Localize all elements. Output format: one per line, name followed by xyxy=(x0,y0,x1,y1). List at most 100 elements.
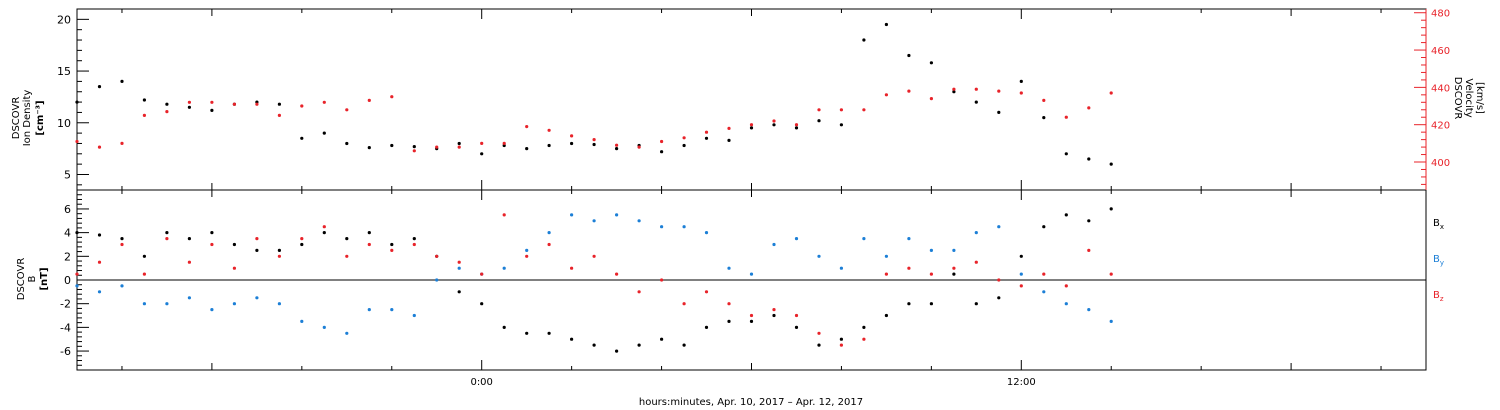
bottom-point xyxy=(974,231,978,235)
bottom-point xyxy=(345,237,349,241)
bottom-point xyxy=(660,278,664,282)
bottom-point xyxy=(187,296,191,300)
top-series-ion-density xyxy=(75,22,1113,166)
top-point xyxy=(839,108,844,112)
bottom-point xyxy=(300,319,304,323)
bottom-point xyxy=(1064,213,1068,217)
bottom-point xyxy=(165,237,169,241)
top-point xyxy=(525,125,529,129)
bottom-point xyxy=(97,290,102,294)
top-left-ytick-label: 10 xyxy=(57,117,71,130)
bottom-point xyxy=(502,266,506,270)
top-point xyxy=(704,130,709,134)
bottom-point xyxy=(794,325,799,329)
bottom-ylabel-line-2: B xyxy=(27,275,38,282)
bottom-xtick-label: 12:00 xyxy=(1007,377,1036,388)
bottom-point xyxy=(704,325,709,329)
top-point xyxy=(547,128,551,132)
bottom-point xyxy=(322,325,326,329)
top-point xyxy=(547,143,551,148)
bottom-point xyxy=(570,213,574,217)
top-point xyxy=(682,136,686,140)
top-point xyxy=(322,100,326,104)
bottom-xtick-label: 0:00 xyxy=(470,377,492,388)
bottom-point xyxy=(165,302,169,306)
bottom-point xyxy=(660,337,664,341)
bottom-point xyxy=(817,331,821,335)
bottom-point xyxy=(839,337,844,341)
top-y2label-line-2: Velocity xyxy=(1463,78,1474,117)
bottom-point xyxy=(682,302,686,306)
x-axis-label: hours:minutes, Apr. 10, 2017 – Apr. 12, … xyxy=(639,397,863,408)
bottom-point xyxy=(570,337,574,341)
top-point xyxy=(907,89,911,93)
bottom-point xyxy=(457,260,461,264)
bottom-point xyxy=(1064,302,1068,306)
legend-bx-base: B xyxy=(1433,218,1440,229)
bottom-point xyxy=(367,242,371,247)
bottom-point xyxy=(772,308,776,312)
bottom-point xyxy=(390,308,394,312)
top-point xyxy=(525,147,529,151)
top-point xyxy=(974,87,978,91)
top-ylabel-line-2: Ion Density xyxy=(22,90,33,147)
top-point xyxy=(232,102,236,106)
top-point xyxy=(142,98,146,102)
top-point xyxy=(97,85,102,89)
legend-bx: Bx xyxy=(1433,218,1444,231)
bottom-point xyxy=(547,331,551,335)
bottom-point xyxy=(1087,248,1091,252)
top-point xyxy=(749,123,754,127)
bottom-point xyxy=(255,248,259,252)
bottom-series-bz xyxy=(75,213,1113,347)
legend-bz-base: B xyxy=(1433,290,1440,301)
bottom-point xyxy=(615,349,619,353)
top-point xyxy=(75,139,79,144)
bottom-point xyxy=(817,343,821,347)
bottom-point xyxy=(457,290,461,294)
top-point xyxy=(592,138,596,142)
top-point xyxy=(704,136,709,140)
bottom-point xyxy=(592,343,596,347)
top-point xyxy=(1087,157,1091,161)
bottom-left-ytick-label: 6 xyxy=(64,203,71,216)
bottom-point xyxy=(525,331,529,335)
bottom-left-ytick-label: -4 xyxy=(60,321,71,334)
bottom-point xyxy=(187,260,191,264)
top-point xyxy=(817,108,821,112)
bottom-point xyxy=(907,266,911,270)
top-series-velocity xyxy=(75,87,1113,153)
top-point xyxy=(884,93,889,97)
top-right-ytick-label: 420 xyxy=(1431,121,1450,132)
top-point xyxy=(952,87,956,91)
bottom-point xyxy=(592,219,596,223)
bottom-point xyxy=(1087,219,1091,223)
bottom-point xyxy=(210,231,214,235)
bottom-point xyxy=(839,266,844,270)
top-point xyxy=(435,145,439,149)
bottom-point xyxy=(1109,207,1113,211)
bottom-point xyxy=(974,302,978,306)
top-point xyxy=(367,146,371,150)
top-point xyxy=(322,131,326,135)
bottom-point xyxy=(367,308,371,312)
top-point xyxy=(1109,162,1113,166)
legend-bz-sub: z xyxy=(1440,295,1444,303)
bottom-point xyxy=(1019,284,1023,288)
top-point xyxy=(1064,115,1068,119)
top-left-ytick-label: 20 xyxy=(57,13,71,26)
top-point xyxy=(727,138,731,142)
top-point xyxy=(97,145,102,149)
bottom-point xyxy=(75,272,79,276)
bottom-point xyxy=(277,254,281,258)
top-point xyxy=(480,152,484,156)
bottom-point xyxy=(97,233,102,237)
top-point xyxy=(929,61,934,65)
bottom-point xyxy=(367,231,371,235)
top-point xyxy=(1042,98,1046,102)
bottom-point xyxy=(457,266,461,270)
top-point xyxy=(592,142,596,147)
top-point xyxy=(862,108,866,112)
bottom-series-bx xyxy=(75,207,1113,353)
